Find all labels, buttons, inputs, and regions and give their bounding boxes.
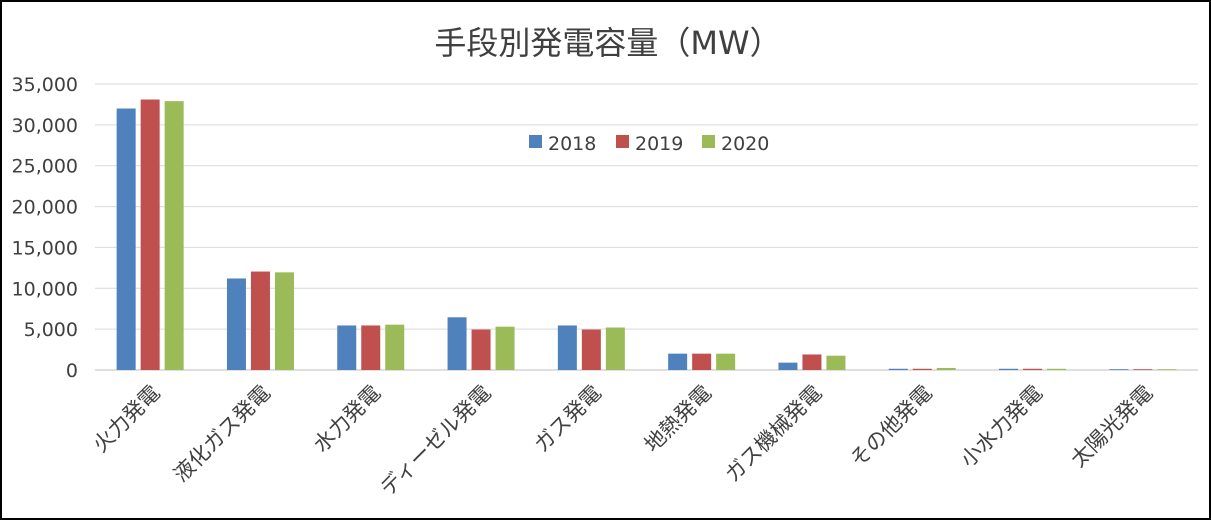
y-tick-label: 25,000 <box>12 156 78 178</box>
y-tick-label: 5,000 <box>24 319 78 341</box>
bar-2020 <box>605 327 625 370</box>
x-category-label: ディーゼル発電 <box>376 381 496 501</box>
bar-2019 <box>802 354 822 370</box>
bar-2018 <box>226 278 246 370</box>
bar-2018 <box>557 325 577 370</box>
bar-2018 <box>447 317 467 370</box>
x-category-label: ガス発電 <box>530 381 606 457</box>
x-category-label: ガス機械発電 <box>720 381 826 487</box>
bar-2020 <box>1047 368 1067 370</box>
bar-2019 <box>1133 369 1153 370</box>
x-category-label: 水力発電 <box>309 381 385 457</box>
x-category-label: その他発電 <box>846 381 937 472</box>
bar-2020 <box>936 367 956 370</box>
chart-title: 手段別発電容量（MW） <box>434 24 781 62</box>
y-tick-label: 0 <box>66 360 78 382</box>
y-tick-label: 20,000 <box>12 197 78 219</box>
y-tick-label: 35,000 <box>12 74 78 96</box>
legend-swatch <box>616 135 629 148</box>
x-category-label: 液化ガス発電 <box>169 381 275 487</box>
legend-swatch <box>702 135 715 148</box>
bars <box>116 99 1177 371</box>
x-category-label: 小水力発電 <box>956 381 1047 472</box>
bar-2018 <box>888 368 908 370</box>
bar-2019 <box>1023 368 1043 370</box>
x-category-label: 火力発電 <box>88 381 164 457</box>
bar-2018 <box>999 368 1019 370</box>
legend-swatch <box>529 135 542 148</box>
legend: 2018 2019 2020 <box>529 133 769 155</box>
legend-label: 2020 <box>721 133 769 155</box>
bar-2018 <box>116 108 136 370</box>
bar-2019 <box>140 99 160 371</box>
legend-label: 2019 <box>635 133 683 155</box>
bar-2019 <box>250 271 270 370</box>
bar-2019 <box>692 353 712 370</box>
bar-2020 <box>716 353 736 370</box>
bar-2019 <box>581 329 601 370</box>
bar-2020 <box>385 324 405 370</box>
bar-2019 <box>912 368 932 370</box>
bar-2020 <box>274 272 294 370</box>
legend-label: 2018 <box>548 133 596 155</box>
bar-2020 <box>495 326 515 370</box>
bar-2019 <box>471 329 491 370</box>
y-tick-label: 30,000 <box>12 115 78 137</box>
bar-2020 <box>164 101 184 370</box>
bar-2018 <box>668 353 688 370</box>
y-axis: 0 5,000 10,000 15,000 20,000 25,000 30,000 35,0… <box>12 74 78 382</box>
x-category-label: 太陽光発電 <box>1066 381 1157 472</box>
y-tick-label: 15,000 <box>12 237 78 259</box>
bar-2018 <box>778 362 798 370</box>
y-tick-label: 10,000 <box>12 278 78 300</box>
bar-2018 <box>1109 369 1129 370</box>
bar-2019 <box>361 325 381 370</box>
bar-2020 <box>1157 369 1177 370</box>
bar-2020 <box>826 355 846 370</box>
bar-2018 <box>337 325 357 370</box>
x-category-label: 地熱発電 <box>640 381 716 457</box>
